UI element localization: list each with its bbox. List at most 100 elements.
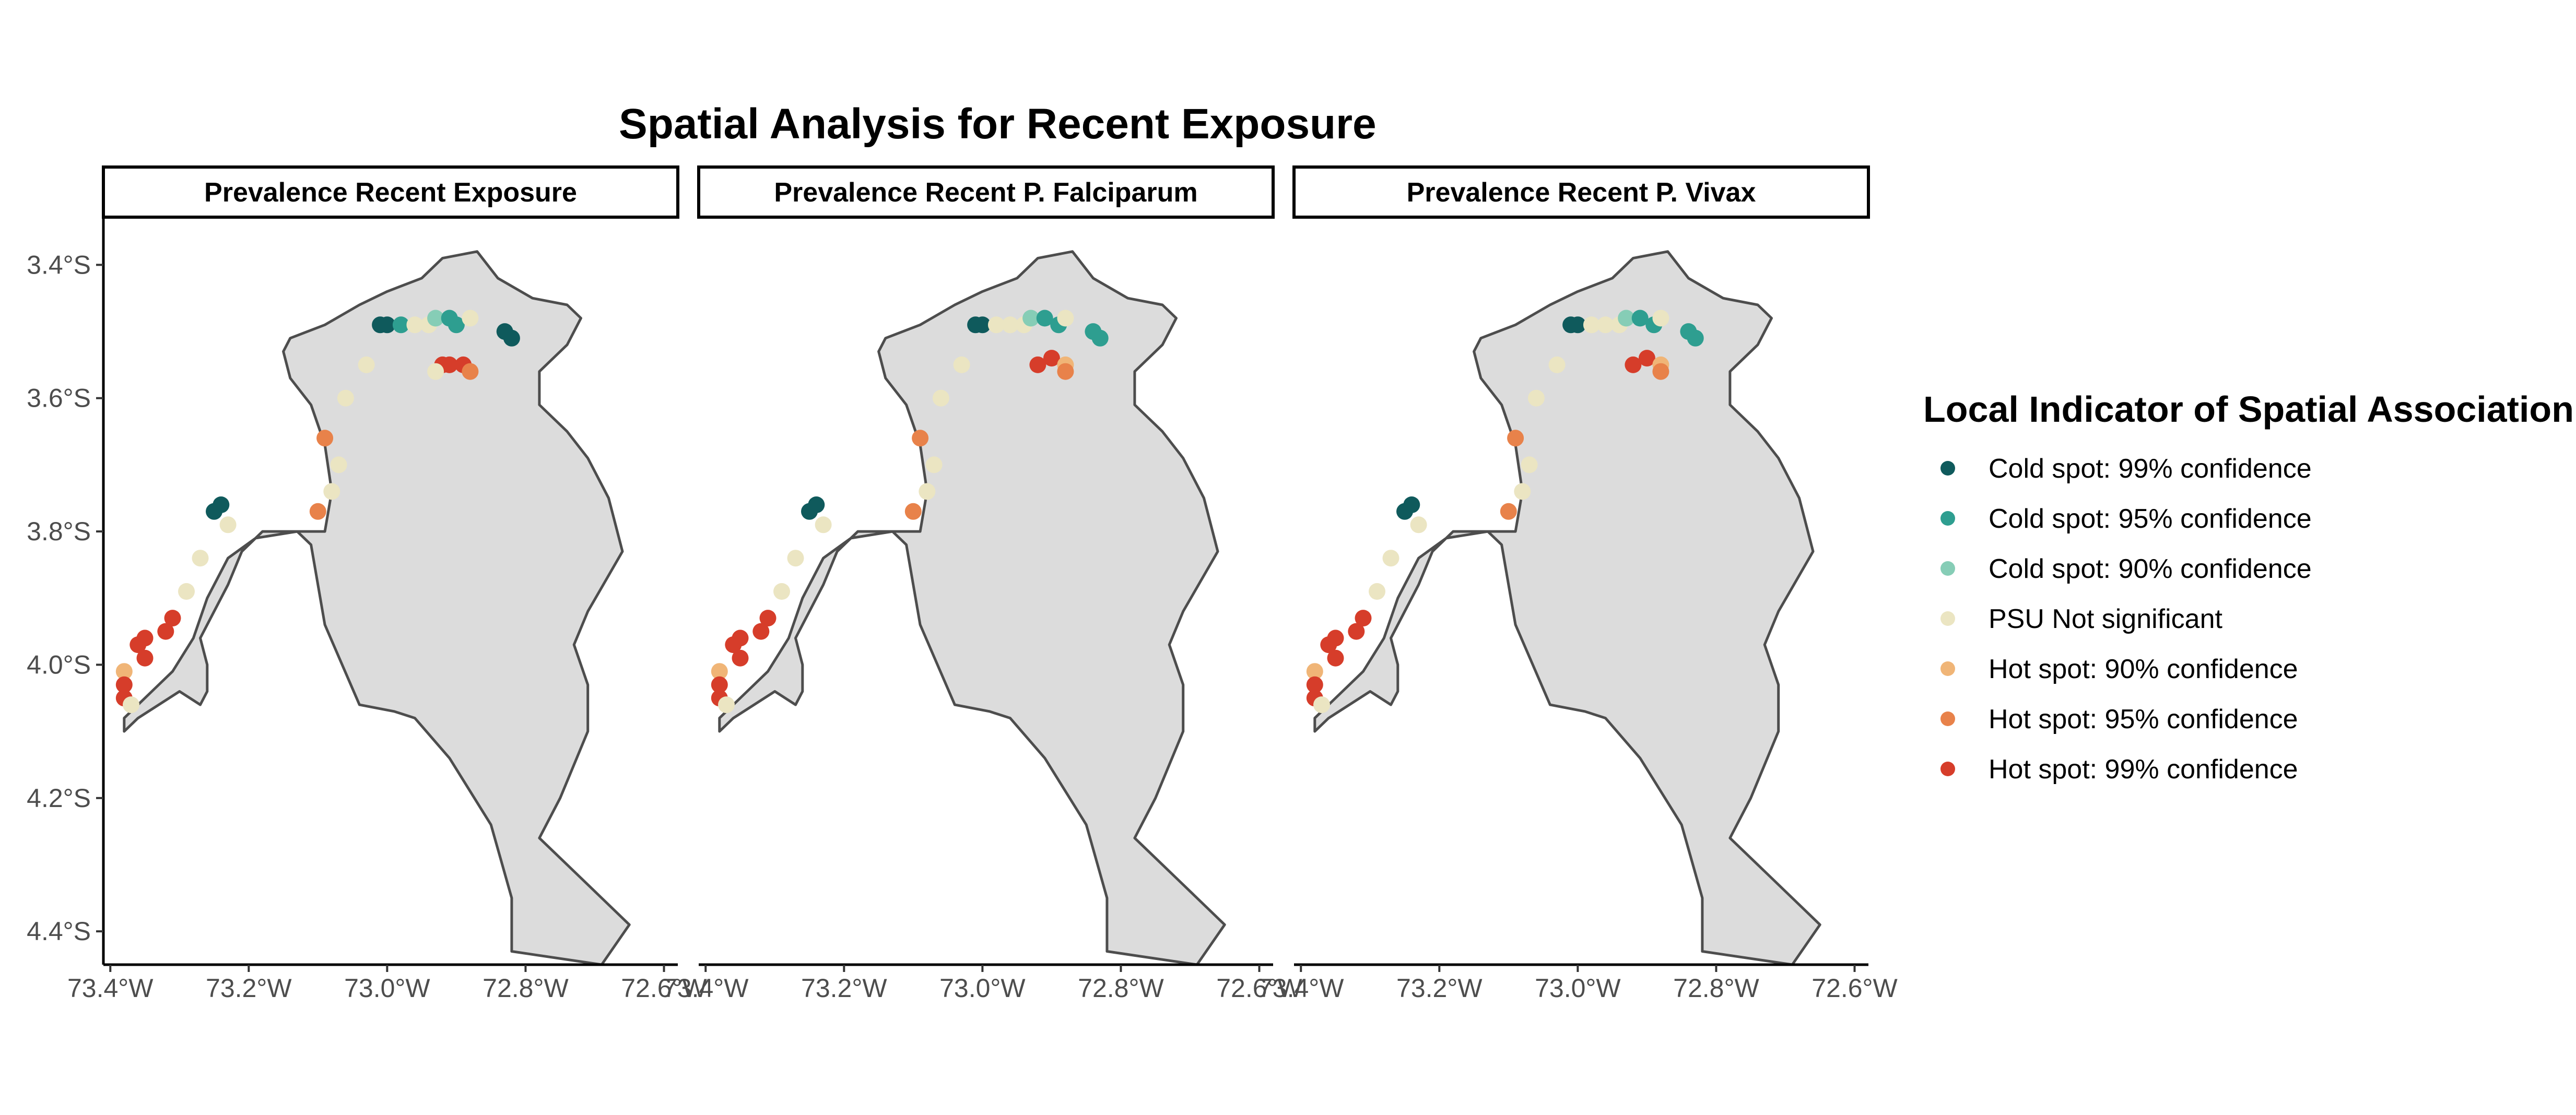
panel-strip — [1292, 165, 1870, 219]
x-tick-label: 72.6°W — [621, 974, 707, 1003]
spot-point-ns — [1652, 310, 1669, 327]
spot-point-hot95 — [904, 503, 922, 520]
spot-point-hot99 — [1320, 636, 1337, 654]
region-outline — [1313, 250, 1821, 966]
spot-point-ns — [1410, 516, 1427, 533]
spot-point-hot99 — [752, 623, 770, 640]
region-outline — [123, 250, 631, 966]
spot-point-hot99 — [1355, 610, 1372, 627]
map-panel: Prevalence Recent P. Falciparum 73.4°W 73.… — [663, 165, 1303, 1003]
spot-point-hot99 — [157, 623, 174, 640]
spot-point-hot90 — [711, 663, 728, 680]
region-outline — [718, 250, 1226, 966]
spot-point-cold90 — [1022, 310, 1040, 327]
legend-key — [1940, 661, 1955, 676]
spot-point-ns — [323, 483, 340, 500]
x-tick-label: 72.6°W — [1216, 974, 1302, 1003]
spot-point-ns — [462, 310, 479, 327]
x-tick-label: 72.8°W — [483, 974, 569, 1003]
spot-point-cold99 — [1569, 316, 1586, 334]
spot-point-hot99 — [711, 676, 728, 693]
spot-point-cold99 — [379, 316, 396, 334]
spot-point-ns — [919, 483, 936, 500]
x-tick-label: 73.4°W — [1258, 974, 1344, 1003]
spot-point-hot99 — [115, 676, 133, 693]
spot-point-hot99 — [1043, 350, 1060, 367]
spot-point-hot95 — [912, 430, 929, 447]
x-tick-label: 72.8°W — [1078, 974, 1164, 1003]
spot-point-ns — [1583, 316, 1600, 334]
spot-point-cold95 — [1687, 329, 1704, 347]
spot-point-ns — [192, 550, 209, 567]
y-tick-label: 3.4°S — [27, 250, 91, 279]
spot-point-cold95 — [1036, 310, 1053, 327]
spot-point-cold95 — [448, 316, 465, 334]
spot-point-hot95 — [1652, 363, 1669, 380]
spot-point-ns — [337, 389, 354, 407]
spot-point-hot95 — [316, 430, 334, 447]
legend-label: Cold spot: 95% confidence — [1989, 504, 2312, 534]
spot-point-hot99 — [136, 649, 154, 667]
spot-point-ns — [787, 550, 804, 567]
spot-point-ns — [1527, 389, 1545, 407]
spot-point-hot99 — [725, 636, 742, 654]
x-tick-label: 73.4°W — [67, 974, 154, 1003]
y-tick-label: 3.8°S — [27, 517, 91, 546]
spot-point-hot90 — [115, 663, 133, 680]
spot-point-ns — [987, 316, 1005, 334]
spot-point-ns — [815, 516, 832, 533]
spot-point-cold99 — [808, 496, 825, 513]
x-tick-label: 72.8°W — [1673, 974, 1759, 1003]
spot-point-ns — [1514, 483, 1531, 500]
legend-key — [1940, 611, 1955, 626]
legend-key — [1940, 511, 1955, 526]
spot-point-hot99 — [1348, 623, 1365, 640]
legend-label: Hot spot: 95% confidence — [1989, 704, 2298, 734]
spot-point-ns — [953, 356, 970, 373]
spot-point-ns — [178, 583, 195, 600]
spot-point-hot99 — [441, 356, 458, 373]
spot-point-cold99 — [974, 316, 991, 334]
spot-point-ns — [219, 516, 237, 533]
spot-point-ns — [1057, 310, 1074, 327]
spot-point-hot95 — [462, 363, 479, 380]
y-tick-label: 4.4°S — [27, 917, 91, 946]
map-panels: Prevalence Recent Exposure 73.4°W 73.2°W 73… — [67, 165, 1898, 1003]
spot-point-cold99 — [213, 496, 230, 513]
legend-label: Hot spot: 90% confidence — [1989, 654, 2298, 684]
spot-point-ns — [1548, 356, 1566, 373]
legend-label: Cold spot: 99% confidence — [1989, 454, 2312, 484]
x-tick-label: 72.6°W — [1812, 974, 1898, 1003]
panel-strip-label: Prevalence Recent P. Falciparum — [774, 177, 1197, 208]
legend-label: Hot spot: 99% confidence — [1989, 754, 2298, 785]
spot-point-ns — [358, 356, 375, 373]
x-tick-label: 73.2°W — [801, 974, 887, 1003]
x-tick-label: 73.0°W — [344, 974, 430, 1003]
legend-key — [1940, 561, 1955, 576]
spot-point-ns — [427, 363, 444, 380]
x-tick-label: 73.4°W — [663, 974, 749, 1003]
figure-title: Spatial Analysis for Recent Exposure — [619, 100, 1377, 148]
legend-key — [1940, 461, 1955, 476]
legend-title: Local Indicator of Spatial Association — [1923, 389, 2574, 430]
legend-label: Cold spot: 90% confidence — [1989, 554, 2312, 584]
y-tick-label: 3.6°S — [27, 384, 91, 413]
spot-point-hot99 — [1638, 350, 1655, 367]
spot-point-hot95 — [1500, 503, 1517, 520]
spot-point-ns — [1369, 583, 1385, 600]
x-tick-label: 73.0°W — [939, 974, 1026, 1003]
spot-point-ns — [718, 696, 735, 714]
legend-key — [1940, 762, 1955, 776]
legend-key — [1940, 711, 1955, 726]
x-tick-label: 73.0°W — [1535, 974, 1621, 1003]
spot-point-ns — [1521, 456, 1538, 473]
spot-point-hot99 — [1029, 356, 1046, 373]
map-panel: Prevalence Recent Exposure 73.4°W 73.2°W 73… — [67, 165, 708, 1003]
spot-point-hot99 — [130, 636, 147, 654]
spot-point-hot99 — [164, 610, 181, 627]
map-panel: Prevalence Recent P. Vivax 73.4°W 73.2°W 73… — [1258, 165, 1898, 1003]
spot-point-ns — [773, 583, 790, 600]
spot-point-ns — [1002, 316, 1019, 334]
y-axis: 3.4°S 3.6°S 3.8°S 4.0°S 4.2°S 4.4°S — [27, 218, 105, 965]
spot-point-ns — [932, 389, 949, 407]
